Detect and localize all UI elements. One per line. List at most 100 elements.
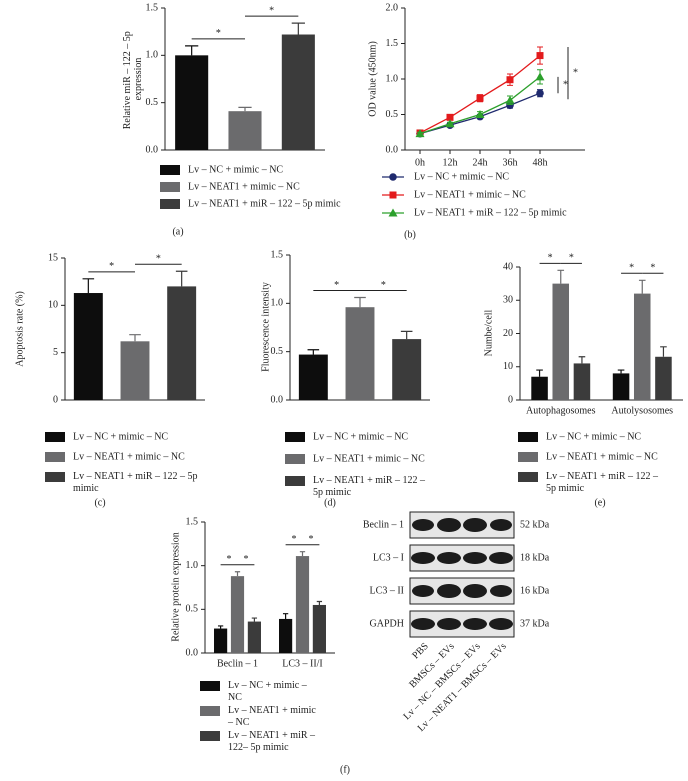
legend-label: Lv – NEAT1 + mimic – NC: [313, 453, 425, 464]
legend-label: Lv – NEAT1 + miR – 122 – 5p mimic: [73, 471, 200, 494]
marker: [415, 129, 425, 138]
legend-swatch: [200, 731, 220, 741]
x-tick-label: 0h: [415, 157, 425, 168]
y-tick-label: 0.0: [146, 144, 159, 155]
legend-label: Lv – NEAT1 + miR – 122 – 5p mimic: [546, 471, 661, 494]
y-tick-label: 0.5: [146, 97, 159, 108]
significance-label: *: [243, 554, 248, 565]
y-tick-label: 1.5: [386, 38, 399, 49]
legend-marker: [389, 191, 397, 199]
bar: [230, 576, 245, 653]
legend-swatch: [45, 452, 65, 462]
significance-label: *: [216, 28, 221, 39]
bar: [279, 618, 293, 653]
marker: [505, 95, 515, 104]
y-tick-label: 0.0: [386, 144, 399, 155]
y-tick-label: 0.5: [186, 604, 199, 615]
error-bar: [557, 269, 565, 284]
legend-swatch: [285, 454, 305, 464]
panel: 0.0 0.5 1.0 1.5 Relative protein expression (…: [170, 516, 350, 775]
error-bar: [185, 45, 199, 56]
significance-label: *: [548, 253, 553, 264]
significance-label: *: [109, 261, 114, 272]
legend-swatch: [160, 182, 180, 192]
panel-label: (b): [404, 229, 416, 240]
legend-swatch: [200, 706, 220, 716]
panel: 0.0 0.5 1.0 1.5 Relative miR – 122 – 5p expr…: [122, 2, 341, 237]
legend-label: Lv – NEAT1 + mimic – NC: [227, 705, 318, 728]
marker: [506, 76, 514, 84]
blot-protein: GAPDH: [370, 618, 404, 629]
y-tick-label: 15: [48, 252, 58, 263]
bar: [73, 293, 103, 400]
marker: [445, 119, 455, 128]
y-tick-label: 0.0: [271, 394, 284, 405]
y-axis-label: Numbe/cell: [483, 309, 494, 356]
y-tick-label: 1.5: [146, 2, 159, 13]
line: [419, 76, 541, 135]
y-tick-label: 1.5: [186, 516, 199, 527]
y-tick-label: 20: [503, 328, 513, 339]
bar: [531, 376, 548, 400]
bar: [214, 628, 228, 653]
y-tick-label: 0.0: [186, 647, 199, 658]
bar: [120, 341, 150, 400]
bar: [552, 283, 570, 400]
legend-swatch: [160, 165, 180, 175]
significance-label: *: [334, 280, 339, 291]
blot-protein: Beclin – 1: [363, 519, 404, 530]
legend-swatch: [45, 432, 65, 442]
y-tick-label: 10: [503, 361, 513, 372]
panel: 0.0 0.5 1.0 1.5 Fluorescence intensity (d) * * L…: [260, 249, 430, 508]
error-bar: [354, 296, 366, 308]
marker: [536, 52, 544, 60]
x-tick-label: 24h: [473, 157, 488, 168]
bar: [392, 339, 422, 400]
error-bar: [660, 346, 667, 357]
y-axis-label: Fluorescence intensity: [260, 282, 271, 372]
bar: [247, 621, 261, 653]
legend-label: Lv – NEAT1 + mimic – NC: [546, 451, 658, 462]
blot-lane: PBS: [410, 641, 430, 661]
bar: [281, 34, 315, 150]
legend-label: Lv – NEAT1 + miR – 122 – 5p mimic: [313, 475, 428, 498]
panel-label: (a): [172, 226, 183, 237]
y-axis-label: Relative protein expression: [170, 532, 181, 641]
legend-label: Lv – NEAT1 + mimic – NC: [188, 181, 300, 192]
blot-size: 18 kDa: [520, 552, 550, 563]
error-bar: [307, 349, 320, 355]
y-tick-label: 40: [503, 261, 513, 272]
significance-label: *: [292, 534, 297, 545]
significance-label: *: [308, 534, 313, 545]
marker: [476, 94, 484, 102]
error-bar: [316, 600, 323, 605]
legend-label: Lv – NEAT1 + miR – 122 – 5p mimic: [188, 198, 341, 209]
error-bar: [282, 613, 289, 619]
bar: [345, 307, 375, 400]
significance-label: *: [629, 263, 634, 274]
error-bar: [536, 369, 543, 377]
error-bar: [299, 551, 306, 557]
legend-swatch: [285, 476, 305, 486]
error-bar: [234, 571, 241, 577]
marker: [535, 72, 545, 81]
legend-label: Lv – NEAT1 + mimic – NC: [73, 451, 185, 462]
y-tick-label: 1.0: [146, 50, 159, 61]
marker: [536, 89, 544, 97]
error-bar: [291, 22, 305, 35]
blot-protein: LC3 – I: [373, 552, 404, 563]
legend-label: Lv – NC + mimic – NC: [546, 431, 641, 442]
legend-label: Lv – NEAT1 + mimic – NC: [414, 189, 526, 200]
x-tick-label: 48h: [533, 157, 548, 168]
x-tick-label: Autolysosomes: [611, 405, 673, 416]
y-tick-label: 1.0: [386, 73, 399, 84]
bar: [167, 286, 197, 400]
y-axis-label: Relative miR – 122 – 5p expression: [122, 29, 144, 130]
bar: [573, 363, 591, 400]
legend-label: Lv – NEAT1 + miR – 122– 5p mimic: [228, 730, 318, 753]
bar: [298, 354, 328, 400]
panel-label: (c): [94, 497, 105, 508]
x-tick-label: 12h: [443, 157, 458, 168]
error-bar: [175, 270, 188, 287]
